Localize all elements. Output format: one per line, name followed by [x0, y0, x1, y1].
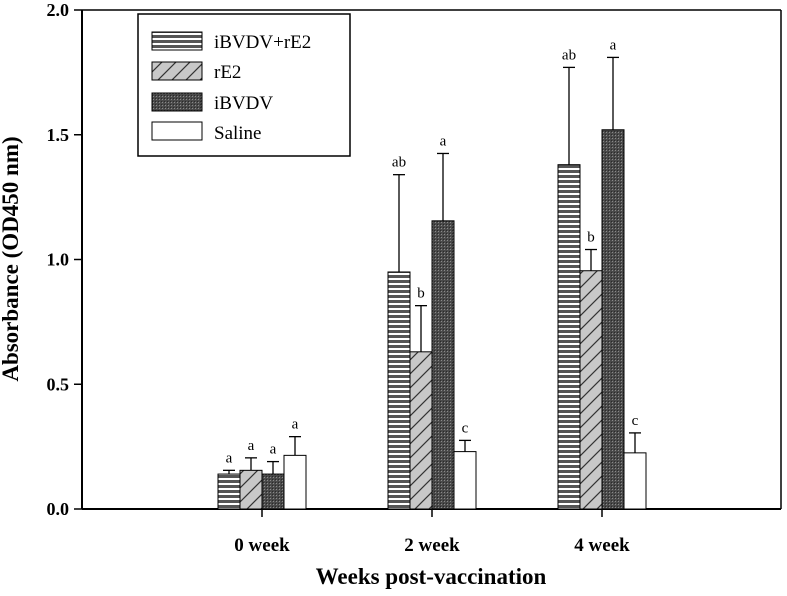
x-tick-label-2-week: 2 week [404, 535, 460, 556]
significance-label: a [440, 133, 447, 149]
bar-re2-0-week [239, 469, 263, 510]
legend-label-re2: rE2 [214, 62, 241, 83]
bar-saline-4-week [623, 452, 647, 510]
x-axis-title: Weeks post-vaccination [316, 564, 547, 589]
significance-label: a [610, 37, 617, 53]
significance-label: ab [562, 47, 576, 63]
legend: iBVDV+rE2 rE2 iBVDV Saline [137, 13, 351, 157]
y-tick-label: 0.5 [47, 374, 70, 394]
bar-re2-4-week [579, 270, 603, 510]
significance-label: a [292, 417, 299, 433]
legend-label-ibvdv: iBVDV [214, 93, 273, 114]
significance-label: a [270, 442, 277, 458]
legend-swatch-ibvdv [151, 92, 203, 112]
bar-re2-2-week [409, 351, 433, 510]
y-tick-label: 0.0 [47, 499, 70, 519]
bar-ibvdv-4-week [601, 129, 625, 510]
x-tick-label-0-week: 0 week [234, 535, 290, 556]
legend-label-saline: Saline [214, 123, 262, 144]
significance-label: a [248, 438, 255, 454]
bar-ibvdv-re2-2-week [387, 271, 411, 510]
y-tick-label: 2.0 [47, 0, 70, 20]
y-tick-label: 1.0 [47, 250, 70, 270]
legend-swatch-saline [151, 121, 203, 141]
significance-label: a [226, 450, 233, 466]
bar-ibvdv-re2-4-week [557, 164, 581, 510]
bar-ibvdv-0-week [261, 473, 285, 510]
x-tick-label-4-week: 4 week [574, 535, 630, 556]
y-axis-title: Absorbance (OD450 nm) [0, 136, 23, 381]
bar-saline-2-week [453, 451, 477, 510]
bar-ibvdv-re2-0-week [217, 473, 241, 510]
bar-ibvdv-2-week [431, 220, 455, 510]
legend-label-ibvdv-re2: iBVDV+rE2 [214, 32, 311, 53]
legend-swatch-ibvdv-re2 [151, 31, 203, 51]
significance-label: b [587, 230, 595, 246]
legend-swatch-re2 [151, 61, 203, 81]
significance-label: ab [392, 155, 406, 171]
significance-label: c [462, 420, 469, 436]
bar-saline-0-week [283, 454, 307, 510]
significance-label: c [632, 413, 639, 429]
y-tick-label: 1.5 [47, 125, 70, 145]
significance-label: b [417, 286, 425, 302]
